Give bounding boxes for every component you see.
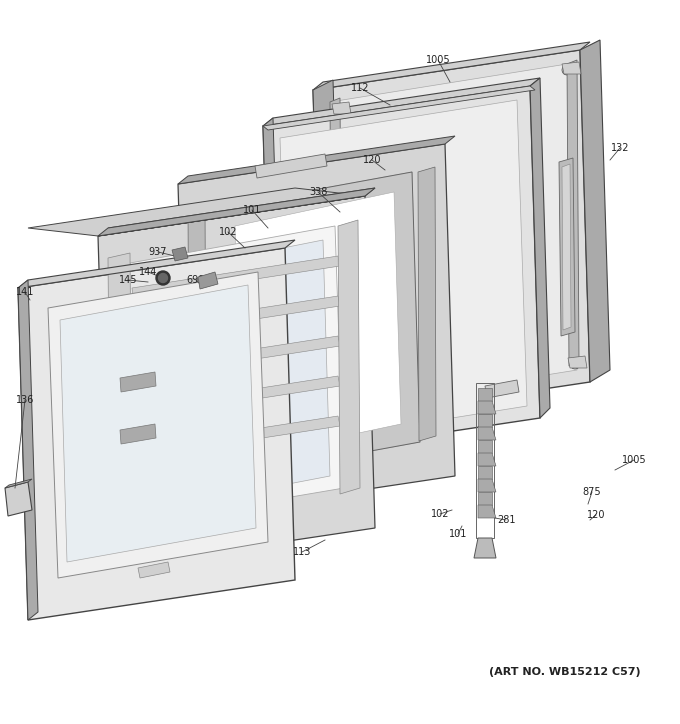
Polygon shape: [478, 492, 492, 505]
Polygon shape: [255, 154, 327, 178]
Polygon shape: [478, 466, 492, 479]
Polygon shape: [138, 562, 170, 578]
Polygon shape: [562, 62, 581, 74]
Polygon shape: [562, 164, 571, 330]
Text: (ART NO. WB15212 C57): (ART NO. WB15212 C57): [489, 667, 641, 677]
Circle shape: [156, 271, 170, 285]
Text: 1005: 1005: [426, 55, 450, 65]
Text: 132: 132: [611, 143, 629, 153]
Polygon shape: [142, 240, 330, 511]
Polygon shape: [132, 256, 340, 298]
Polygon shape: [478, 427, 496, 440]
Text: 1005: 1005: [622, 455, 646, 465]
Polygon shape: [60, 285, 256, 562]
Text: 120: 120: [362, 155, 381, 165]
Text: 699: 699: [187, 275, 205, 285]
Polygon shape: [478, 479, 496, 492]
Polygon shape: [130, 226, 344, 523]
Polygon shape: [18, 280, 38, 620]
Polygon shape: [172, 247, 188, 261]
Polygon shape: [478, 414, 492, 427]
Polygon shape: [580, 40, 610, 382]
Text: 141: 141: [16, 287, 34, 297]
Polygon shape: [120, 372, 156, 392]
Polygon shape: [48, 272, 268, 578]
Text: 875: 875: [583, 487, 601, 497]
Polygon shape: [559, 158, 575, 336]
Polygon shape: [215, 172, 420, 478]
Polygon shape: [332, 102, 351, 114]
Polygon shape: [313, 42, 590, 90]
Circle shape: [562, 65, 572, 75]
Text: 102: 102: [430, 509, 449, 519]
Polygon shape: [132, 336, 340, 378]
Polygon shape: [28, 188, 365, 236]
Polygon shape: [18, 240, 295, 288]
Polygon shape: [478, 505, 496, 518]
Polygon shape: [263, 86, 535, 130]
Circle shape: [570, 359, 580, 369]
Text: 145: 145: [119, 275, 137, 285]
Polygon shape: [263, 78, 540, 126]
Polygon shape: [5, 479, 32, 488]
Polygon shape: [120, 424, 156, 444]
Polygon shape: [530, 78, 550, 418]
Polygon shape: [336, 392, 355, 404]
Polygon shape: [418, 167, 436, 441]
Text: 113: 113: [293, 547, 311, 557]
Text: 101: 101: [243, 205, 261, 215]
Text: 937: 937: [149, 247, 167, 257]
Polygon shape: [330, 64, 577, 408]
Polygon shape: [132, 376, 340, 418]
Polygon shape: [5, 482, 32, 516]
Polygon shape: [108, 253, 132, 513]
Polygon shape: [338, 220, 360, 494]
Polygon shape: [98, 196, 375, 568]
Polygon shape: [132, 296, 340, 338]
Polygon shape: [98, 188, 375, 236]
Text: 281: 281: [497, 515, 515, 525]
Circle shape: [332, 102, 342, 112]
Polygon shape: [188, 202, 206, 460]
Polygon shape: [313, 80, 343, 422]
Polygon shape: [478, 401, 496, 414]
Polygon shape: [178, 136, 455, 184]
Text: 101: 101: [449, 529, 467, 539]
Polygon shape: [478, 440, 492, 453]
Polygon shape: [198, 272, 218, 289]
Polygon shape: [215, 172, 420, 478]
Polygon shape: [313, 50, 590, 422]
Polygon shape: [235, 192, 401, 458]
Polygon shape: [474, 538, 496, 558]
Polygon shape: [330, 98, 342, 400]
Text: 120: 120: [587, 510, 605, 520]
Polygon shape: [178, 144, 455, 516]
Polygon shape: [478, 453, 496, 466]
Circle shape: [340, 395, 350, 405]
Polygon shape: [485, 380, 519, 398]
Polygon shape: [263, 118, 283, 458]
Polygon shape: [280, 100, 527, 444]
Polygon shape: [18, 248, 295, 620]
Text: 144: 144: [139, 267, 157, 277]
Polygon shape: [568, 356, 587, 368]
Polygon shape: [98, 188, 375, 236]
Polygon shape: [478, 388, 492, 401]
Polygon shape: [567, 60, 579, 366]
Text: 338: 338: [309, 187, 327, 197]
Polygon shape: [132, 416, 340, 458]
Text: 136: 136: [16, 395, 34, 405]
Circle shape: [158, 274, 167, 282]
Text: 112: 112: [351, 83, 369, 93]
Polygon shape: [263, 86, 540, 458]
Text: 102: 102: [219, 227, 237, 237]
